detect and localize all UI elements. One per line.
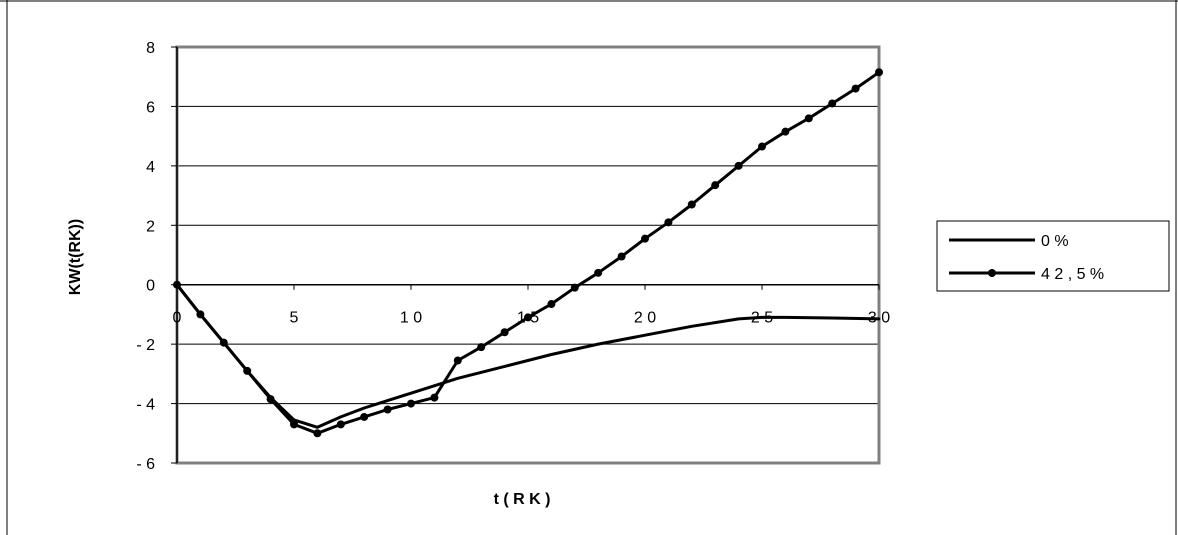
data-point-marker <box>758 142 766 151</box>
data-point-marker <box>617 252 626 261</box>
x-tick-label: 0 <box>173 310 182 327</box>
data-point-marker <box>594 268 603 277</box>
legend-label-0pct: 0 % <box>1041 233 1069 250</box>
data-point-marker <box>477 343 486 352</box>
series-line-0pct <box>175 283 881 429</box>
data-point-marker <box>336 420 345 429</box>
data-point-marker <box>851 84 860 93</box>
y-tick-label: 2 <box>146 218 155 235</box>
data-point-marker <box>290 420 298 429</box>
data-point-marker <box>547 300 556 309</box>
data-point-marker <box>383 405 392 414</box>
data-point-marker <box>781 127 790 136</box>
legend-label-42-5pct: 4 2 , 5 % <box>1041 266 1104 283</box>
y-tick-label: - 6 <box>136 456 155 473</box>
data-point-marker <box>243 366 252 375</box>
data-point-marker <box>664 218 673 227</box>
y-tick-label: 6 <box>146 99 155 116</box>
data-point-marker <box>266 395 275 404</box>
data-point-marker <box>173 280 181 289</box>
y-tick-label: - 2 <box>136 337 155 354</box>
data-point-marker <box>453 356 462 365</box>
y-tick-label: 0 <box>146 278 155 295</box>
data-point-marker <box>641 234 649 243</box>
x-tick-label: 1 0 <box>400 310 422 327</box>
legend-box <box>936 220 1170 292</box>
legend-marker-42-5pct <box>988 269 996 277</box>
data-point-marker <box>687 200 696 209</box>
y-tick-label: 8 <box>146 40 155 57</box>
data-point-marker <box>804 114 813 123</box>
data-point-marker <box>875 68 883 77</box>
plot-area-border <box>175 45 881 465</box>
data-point-marker <box>196 310 205 319</box>
series-group <box>173 68 883 438</box>
data-point-marker <box>430 393 439 402</box>
data-point-marker <box>524 313 532 322</box>
y-tick-label: 4 <box>146 159 155 176</box>
data-point-marker <box>313 429 322 438</box>
data-point-marker <box>407 399 415 408</box>
data-point-marker <box>734 161 743 170</box>
y-tick-labels: - 6 - 4 - 2 0 2 4 6 8 <box>136 40 177 473</box>
legend: 0 % 4 2 , 5 % <box>936 220 1170 292</box>
series-line-42-5pct <box>175 70 881 435</box>
x-tick-label: 2 0 <box>634 310 656 327</box>
data-point-marker <box>711 181 720 190</box>
data-point-marker <box>570 283 579 292</box>
y-axis-label: KW(t(RK)) <box>67 219 84 295</box>
y-tick-label: - 4 <box>136 397 155 414</box>
data-point-marker <box>219 338 228 347</box>
data-point-marker <box>500 328 509 337</box>
x-axis-label: t ( R K ) <box>494 491 551 508</box>
data-point-marker <box>360 412 369 421</box>
x-tick-label: 5 <box>290 310 299 327</box>
data-point-marker <box>828 99 837 108</box>
